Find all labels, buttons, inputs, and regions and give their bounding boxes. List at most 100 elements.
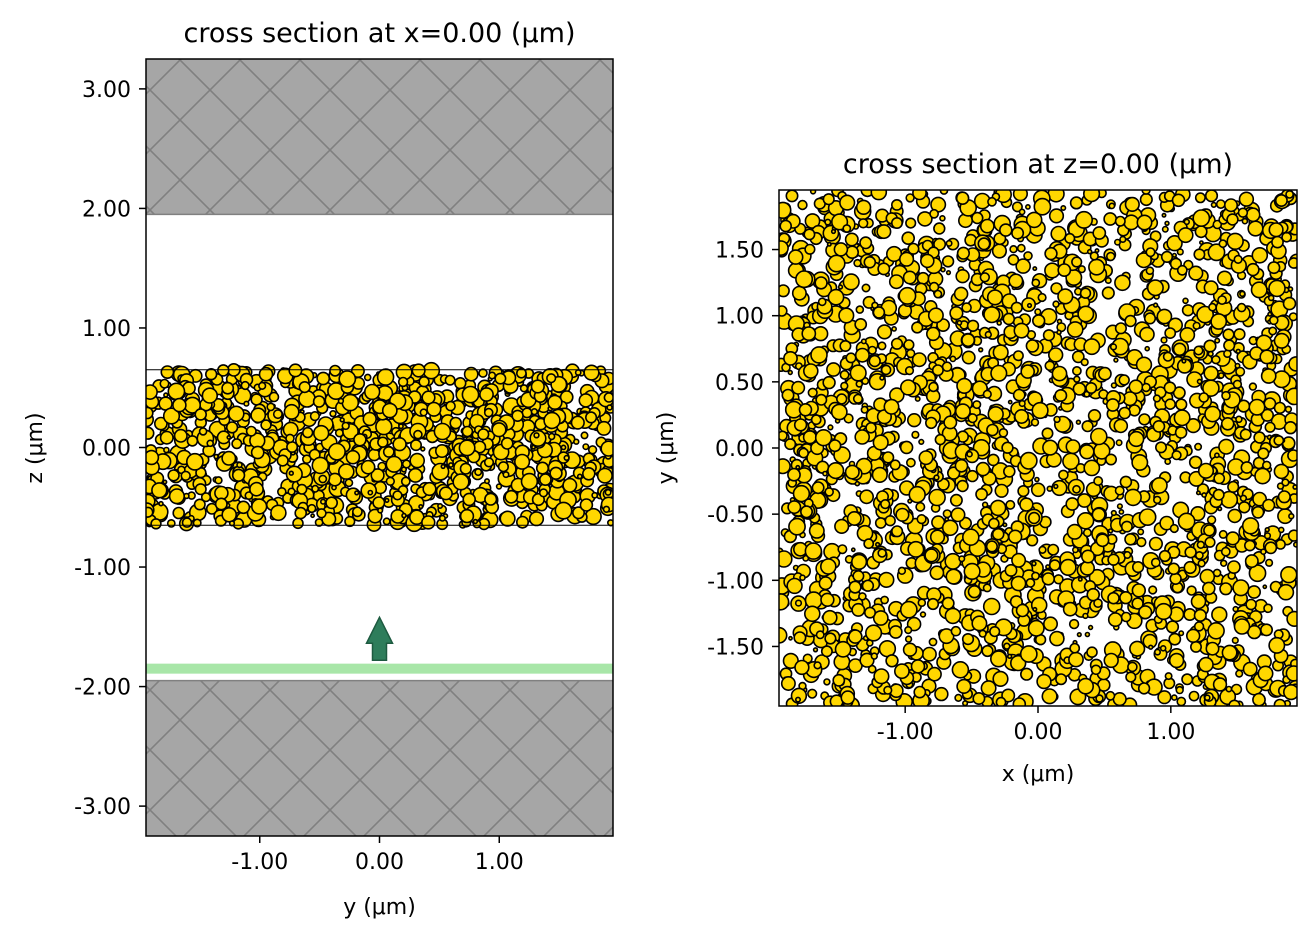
particle	[1188, 265, 1204, 281]
particle	[1087, 624, 1094, 631]
particle	[1273, 463, 1290, 480]
particle	[1033, 197, 1052, 216]
particle	[1253, 431, 1266, 444]
particle	[967, 584, 982, 599]
particle	[1077, 305, 1095, 323]
particle	[341, 421, 350, 431]
particle	[1018, 208, 1026, 216]
particle	[1260, 368, 1277, 384]
particle	[243, 400, 250, 407]
particle	[961, 632, 975, 646]
particle	[861, 579, 875, 592]
particle	[214, 476, 223, 485]
particle	[994, 483, 1009, 498]
particle	[1068, 618, 1080, 630]
particle	[824, 218, 832, 226]
particle	[198, 427, 208, 436]
particle	[181, 517, 193, 528]
particle	[1172, 386, 1186, 400]
particle	[845, 352, 857, 364]
particle	[925, 326, 941, 342]
particle	[401, 512, 407, 519]
particle	[344, 478, 354, 488]
particle	[250, 407, 267, 424]
particle	[822, 609, 838, 626]
particle	[228, 405, 245, 423]
particle	[1118, 406, 1131, 420]
particle	[400, 476, 411, 487]
particle	[880, 364, 892, 376]
particle	[873, 668, 890, 685]
particle	[1267, 294, 1275, 302]
particle	[1031, 278, 1041, 288]
particle	[850, 547, 856, 553]
particle	[1181, 304, 1195, 317]
particle	[1222, 328, 1235, 341]
particle	[1171, 450, 1182, 461]
particle	[1007, 253, 1020, 266]
particle	[401, 459, 412, 469]
particle	[846, 510, 862, 526]
particle	[600, 440, 613, 457]
particle	[392, 490, 403, 501]
particle	[1077, 493, 1092, 508]
particle	[162, 407, 181, 425]
particle	[1273, 401, 1287, 415]
particle	[786, 577, 803, 595]
particle	[904, 625, 913, 635]
particle	[375, 418, 393, 436]
particle	[1120, 520, 1133, 533]
particle	[1114, 274, 1131, 292]
particle	[1056, 318, 1063, 325]
particle	[1226, 232, 1244, 251]
particle	[1091, 507, 1106, 522]
particle	[1025, 211, 1043, 229]
particle	[1171, 193, 1186, 208]
particle	[966, 469, 979, 483]
particle	[903, 339, 915, 351]
particle	[447, 462, 454, 468]
particle	[1141, 382, 1151, 393]
particle	[933, 474, 940, 481]
particle	[397, 376, 409, 388]
particle	[1092, 226, 1107, 240]
particle	[1166, 235, 1183, 252]
particle	[943, 415, 958, 430]
particle	[961, 302, 972, 313]
particle	[803, 605, 821, 623]
particle	[1086, 587, 1100, 602]
particle	[1224, 198, 1239, 213]
particle	[494, 372, 507, 385]
particle	[987, 196, 997, 207]
particle	[452, 473, 470, 491]
particle	[868, 354, 881, 368]
particle	[832, 673, 846, 687]
particle	[1002, 465, 1016, 478]
particle	[1069, 196, 1083, 210]
particle	[1011, 552, 1027, 568]
particle	[1171, 252, 1177, 258]
particle	[1105, 398, 1120, 412]
particle	[1211, 355, 1221, 365]
particle	[967, 413, 978, 424]
particle	[854, 347, 870, 363]
particle	[1115, 439, 1123, 447]
particle	[1128, 430, 1145, 448]
particle	[1107, 591, 1120, 605]
particle	[826, 362, 841, 377]
particle	[583, 364, 600, 381]
particle	[1131, 583, 1147, 598]
particle	[926, 597, 940, 611]
particle	[1192, 209, 1211, 228]
particle	[1066, 523, 1083, 540]
particle	[484, 492, 498, 506]
particle	[1143, 312, 1157, 325]
particle	[897, 566, 907, 575]
particle	[310, 513, 316, 519]
particle	[497, 461, 510, 473]
particle	[1169, 572, 1182, 585]
particle	[1212, 677, 1228, 692]
particle	[1129, 640, 1146, 657]
particle	[513, 453, 531, 470]
particle	[225, 421, 239, 434]
